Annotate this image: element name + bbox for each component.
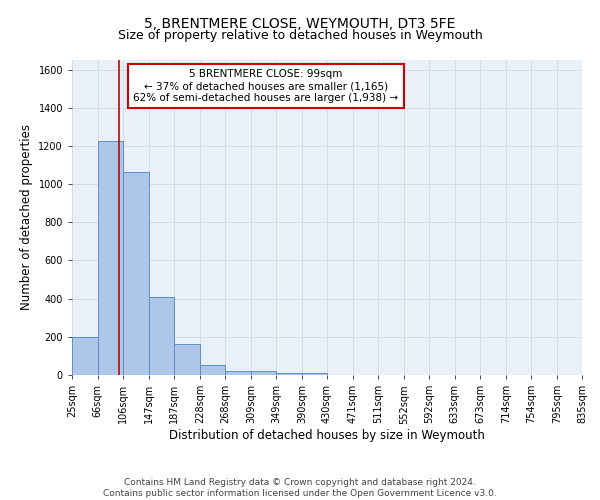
Bar xyxy=(276,372,302,375)
Text: Size of property relative to detached houses in Weymouth: Size of property relative to detached ho… xyxy=(118,29,482,42)
Bar xyxy=(149,296,174,375)
Bar xyxy=(200,366,225,375)
Bar xyxy=(174,344,200,375)
Bar xyxy=(98,141,123,375)
Text: 5, BRENTMERE CLOSE, WEYMOUTH, DT3 5FE: 5, BRENTMERE CLOSE, WEYMOUTH, DT3 5FE xyxy=(145,18,455,32)
Bar xyxy=(251,371,276,375)
Text: Contains HM Land Registry data © Crown copyright and database right 2024.
Contai: Contains HM Land Registry data © Crown c… xyxy=(103,478,497,498)
Bar xyxy=(302,372,327,375)
Bar xyxy=(123,172,149,375)
Bar xyxy=(72,337,98,375)
Bar xyxy=(225,371,251,375)
Y-axis label: Number of detached properties: Number of detached properties xyxy=(20,124,33,310)
Text: 5 BRENTMERE CLOSE: 99sqm
← 37% of detached houses are smaller (1,165)
62% of sem: 5 BRENTMERE CLOSE: 99sqm ← 37% of detach… xyxy=(133,70,398,102)
X-axis label: Distribution of detached houses by size in Weymouth: Distribution of detached houses by size … xyxy=(169,429,485,442)
